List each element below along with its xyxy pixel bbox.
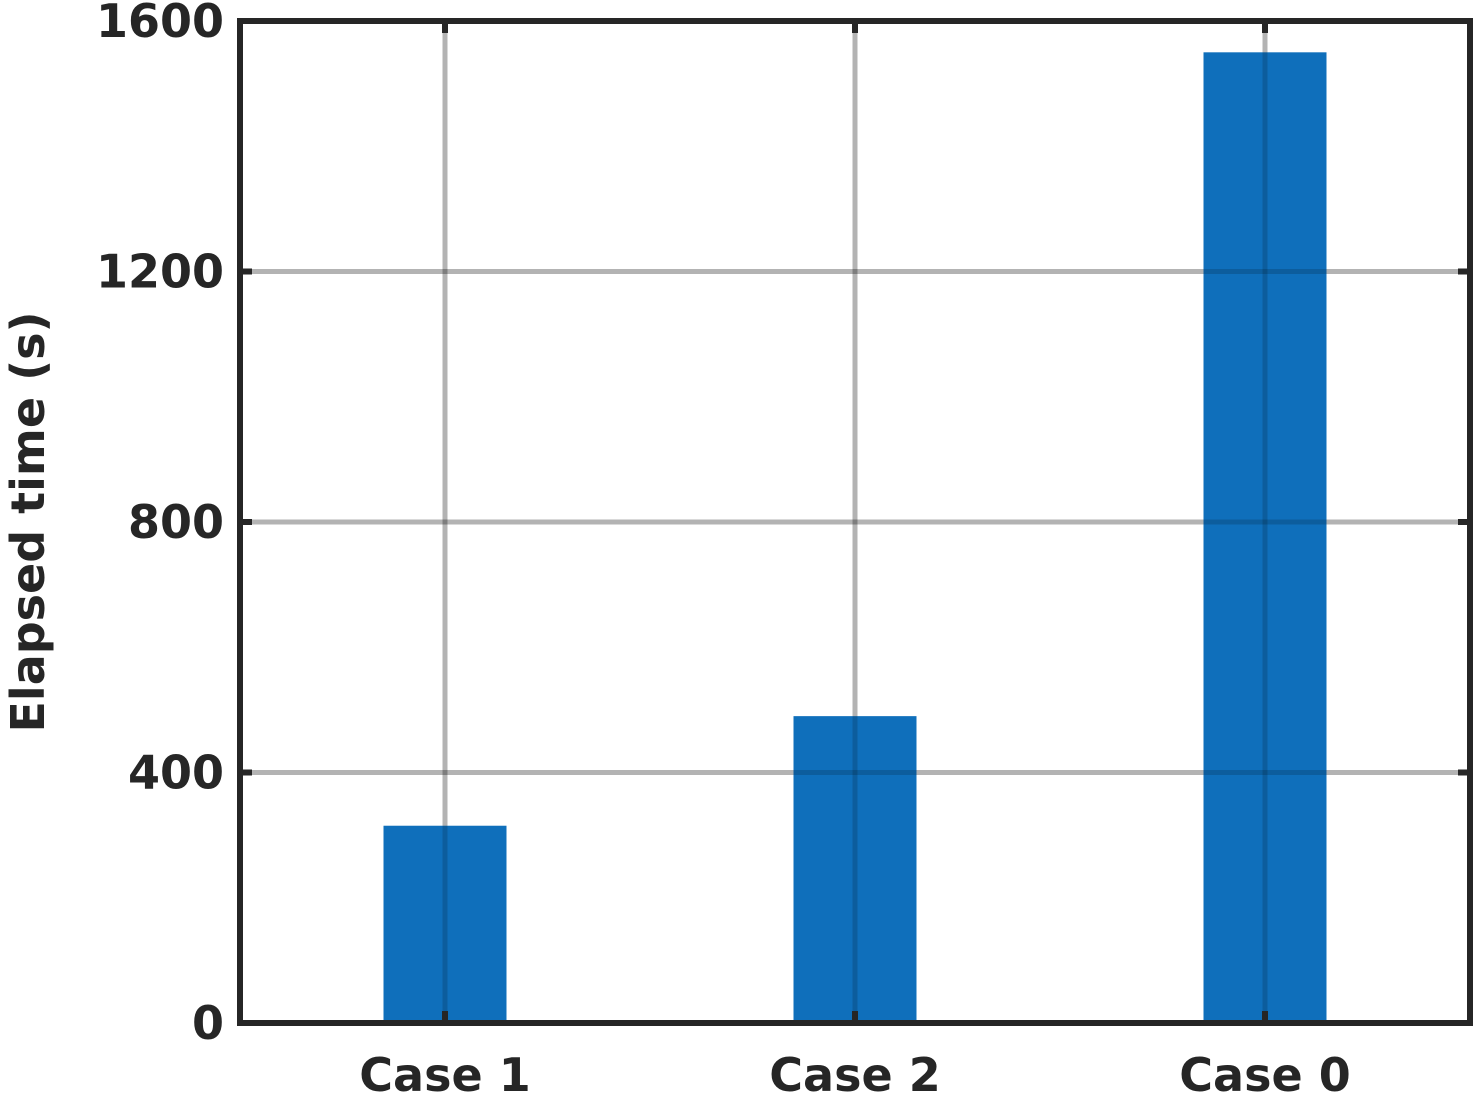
x-tick-label-case-0: Case 0 bbox=[1179, 1048, 1350, 1093]
bar-case-0 bbox=[1203, 52, 1327, 1023]
y-tick-labels: 0 400 800 1200 1600 bbox=[96, 0, 224, 1050]
bar-case-1 bbox=[383, 825, 507, 1023]
x-tick-labels: Case 1 Case 2 Case 0 bbox=[359, 1048, 1350, 1093]
y-tick-label-1600: 1600 bbox=[96, 0, 224, 48]
y-axis-label: Elapsed time (s) bbox=[1, 311, 55, 732]
y-tick-label-800: 800 bbox=[128, 495, 224, 549]
bar-case-2 bbox=[793, 716, 917, 1023]
bars bbox=[383, 52, 1327, 1023]
y-tick-label-0: 0 bbox=[192, 996, 224, 1050]
tick-marks bbox=[240, 18, 1470, 1026]
y-tick-label-400: 400 bbox=[128, 746, 224, 800]
y-tick-label-1200: 1200 bbox=[96, 245, 224, 299]
grid-lines-overlay bbox=[240, 21, 1470, 1023]
x-tick-label-case-1: Case 1 bbox=[359, 1048, 530, 1093]
x-tick-label-case-2: Case 2 bbox=[769, 1048, 940, 1093]
